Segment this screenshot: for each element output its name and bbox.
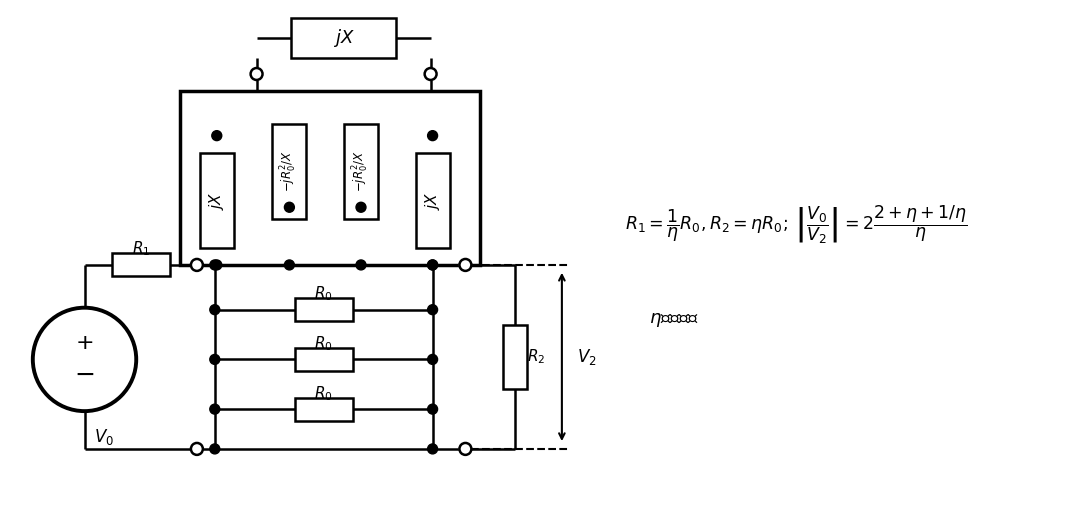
Circle shape: [191, 443, 203, 455]
Circle shape: [356, 203, 366, 212]
Circle shape: [428, 131, 437, 140]
Circle shape: [32, 308, 136, 411]
Bar: [272, 124, 307, 219]
Text: −: −: [75, 363, 95, 387]
Circle shape: [210, 260, 219, 270]
Circle shape: [284, 260, 295, 270]
Circle shape: [428, 404, 437, 414]
Text: $jX$: $jX$: [333, 27, 354, 49]
Bar: [180, 91, 481, 265]
Bar: [295, 398, 352, 421]
Text: $-jR_0^2/X$: $-jR_0^2/X$: [351, 150, 372, 192]
Circle shape: [459, 259, 471, 271]
Circle shape: [210, 305, 219, 315]
Circle shape: [212, 131, 221, 140]
Bar: [295, 298, 352, 321]
Circle shape: [191, 259, 203, 271]
Text: $R_2$: $R_2$: [527, 347, 545, 366]
Circle shape: [428, 260, 437, 270]
Bar: [112, 254, 170, 276]
Text: $R_1 = \dfrac{1}{\eta}R_0, R_2 = \eta R_0;\, \left|\dfrac{V_0}{V_2}\right| = 2\d: $R_1 = \dfrac{1}{\eta}R_0, R_2 = \eta R_…: [624, 204, 968, 246]
Circle shape: [428, 444, 437, 454]
Text: $\eta$是任意数: $\eta$是任意数: [649, 311, 699, 329]
Text: $R_0$: $R_0$: [314, 284, 333, 303]
Text: $R_0$: $R_0$: [314, 384, 333, 402]
Bar: [292, 18, 395, 58]
Circle shape: [459, 443, 471, 455]
Text: $R_0$: $R_0$: [314, 334, 333, 353]
Circle shape: [356, 260, 366, 270]
Circle shape: [428, 305, 437, 315]
Bar: [200, 153, 233, 247]
Circle shape: [424, 68, 436, 80]
Circle shape: [210, 404, 219, 414]
Bar: [345, 124, 378, 219]
Text: $-jR_0^2/X$: $-jR_0^2/X$: [280, 150, 299, 192]
Circle shape: [428, 355, 437, 365]
Circle shape: [210, 355, 219, 365]
Bar: [416, 153, 449, 247]
Bar: [503, 325, 527, 389]
Circle shape: [284, 203, 295, 212]
Circle shape: [428, 260, 437, 270]
Text: $R_1$: $R_1$: [132, 240, 150, 259]
Bar: [295, 348, 352, 371]
Text: $V_0$: $V_0$: [94, 427, 114, 447]
Text: $jX$: $jX$: [423, 191, 442, 210]
Text: $jX$: $jX$: [207, 191, 227, 210]
Text: $V_2$: $V_2$: [577, 347, 596, 367]
Circle shape: [212, 260, 221, 270]
Circle shape: [210, 444, 219, 454]
Text: +: +: [76, 333, 94, 354]
Circle shape: [251, 68, 262, 80]
